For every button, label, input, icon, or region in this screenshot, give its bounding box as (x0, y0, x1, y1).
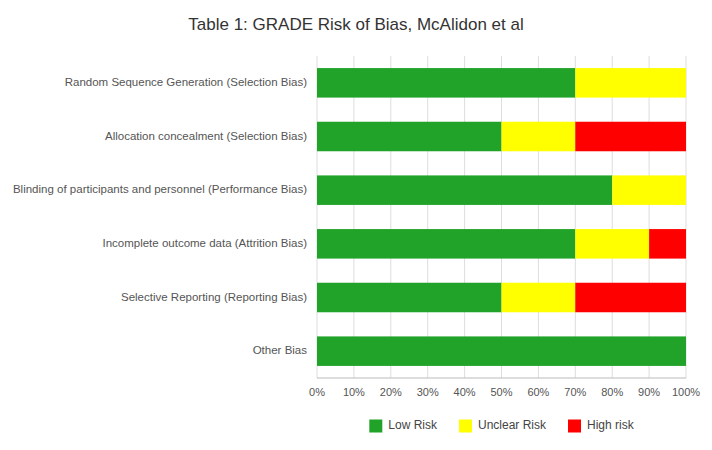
legend: Low Risk Unclear Risk High risk (369, 418, 634, 432)
x-tick-label: 10% (343, 386, 365, 398)
grid (317, 56, 686, 378)
bar-segment (686, 336, 687, 366)
category-label: Incomplete outcome data (Attrition Bias) (102, 237, 307, 249)
category-label: Allocation concealment (Selection Bias) (105, 130, 307, 142)
category-label: Selective Reporting (Reporting Bias) (121, 291, 307, 303)
x-axis-line (317, 378, 686, 379)
chart-svg: Table 1: GRADE Risk of Bias, McAlidon et… (0, 0, 712, 450)
bar-segment (575, 283, 686, 313)
x-tick-label: 60% (527, 386, 549, 398)
bar-segment (317, 122, 502, 152)
bar-segment (317, 68, 575, 98)
bar-segment (317, 229, 575, 259)
bar-segment (575, 68, 686, 98)
x-tick-label: 20% (380, 386, 402, 398)
category-label: Other Bias (253, 344, 308, 356)
x-tick-label: 100% (672, 386, 700, 398)
grid-line (649, 56, 650, 378)
legend-item: Unclear Risk (459, 418, 547, 432)
chart-container: Table 1: GRADE Risk of Bias, McAlidon et… (0, 0, 712, 450)
grid-line (538, 56, 539, 378)
bar-segment (575, 122, 686, 152)
bar-segment (502, 122, 576, 152)
bar-segment (686, 68, 687, 98)
x-tick-label: 30% (417, 386, 439, 398)
grid-line (501, 56, 502, 378)
x-tick-label: 80% (601, 386, 623, 398)
bars (317, 68, 686, 366)
legend-label: Low Risk (388, 418, 438, 432)
legend-swatch (568, 420, 581, 433)
category-label: Blinding of participants and personnel (… (13, 183, 307, 195)
bar-segment (317, 283, 502, 313)
bar-segment (686, 175, 687, 205)
bar-segment (317, 336, 686, 366)
bar-segment (502, 283, 576, 313)
grid-line (612, 56, 613, 378)
x-tick-label: 90% (638, 386, 660, 398)
x-tick-label: 0% (309, 386, 325, 398)
bar-segment (649, 229, 686, 259)
legend-label: Unclear Risk (478, 418, 547, 432)
grid-line (686, 56, 687, 378)
bar-segment (575, 229, 649, 259)
grid-line (353, 56, 354, 378)
grid-line (575, 56, 576, 378)
grid-line (390, 56, 391, 378)
grid-line (317, 56, 318, 378)
category-label: Random Sequence Generation (Selection Bi… (65, 76, 307, 88)
legend-item: Low Risk (369, 418, 438, 432)
x-tick-labels: 0% 10% 20% 30% 40% 50% 60% 70% 80% 90% 100% (309, 386, 700, 398)
grid-line (464, 56, 465, 378)
legend-item: High risk (568, 418, 635, 432)
legend-swatch (459, 420, 472, 433)
grid-line (427, 56, 428, 378)
x-tick-label: 70% (564, 386, 586, 398)
bar-segment (612, 175, 686, 205)
legend-swatch (369, 420, 382, 433)
chart-title: Table 1: GRADE Risk of Bias, McAlidon et… (188, 15, 523, 34)
x-tick-label: 40% (454, 386, 476, 398)
bar-segment (317, 175, 612, 205)
bar-segment (686, 336, 687, 366)
x-tick-label: 50% (490, 386, 512, 398)
category-labels: Random Sequence Generation (Selection Bi… (13, 76, 307, 356)
legend-label: High risk (587, 418, 635, 432)
